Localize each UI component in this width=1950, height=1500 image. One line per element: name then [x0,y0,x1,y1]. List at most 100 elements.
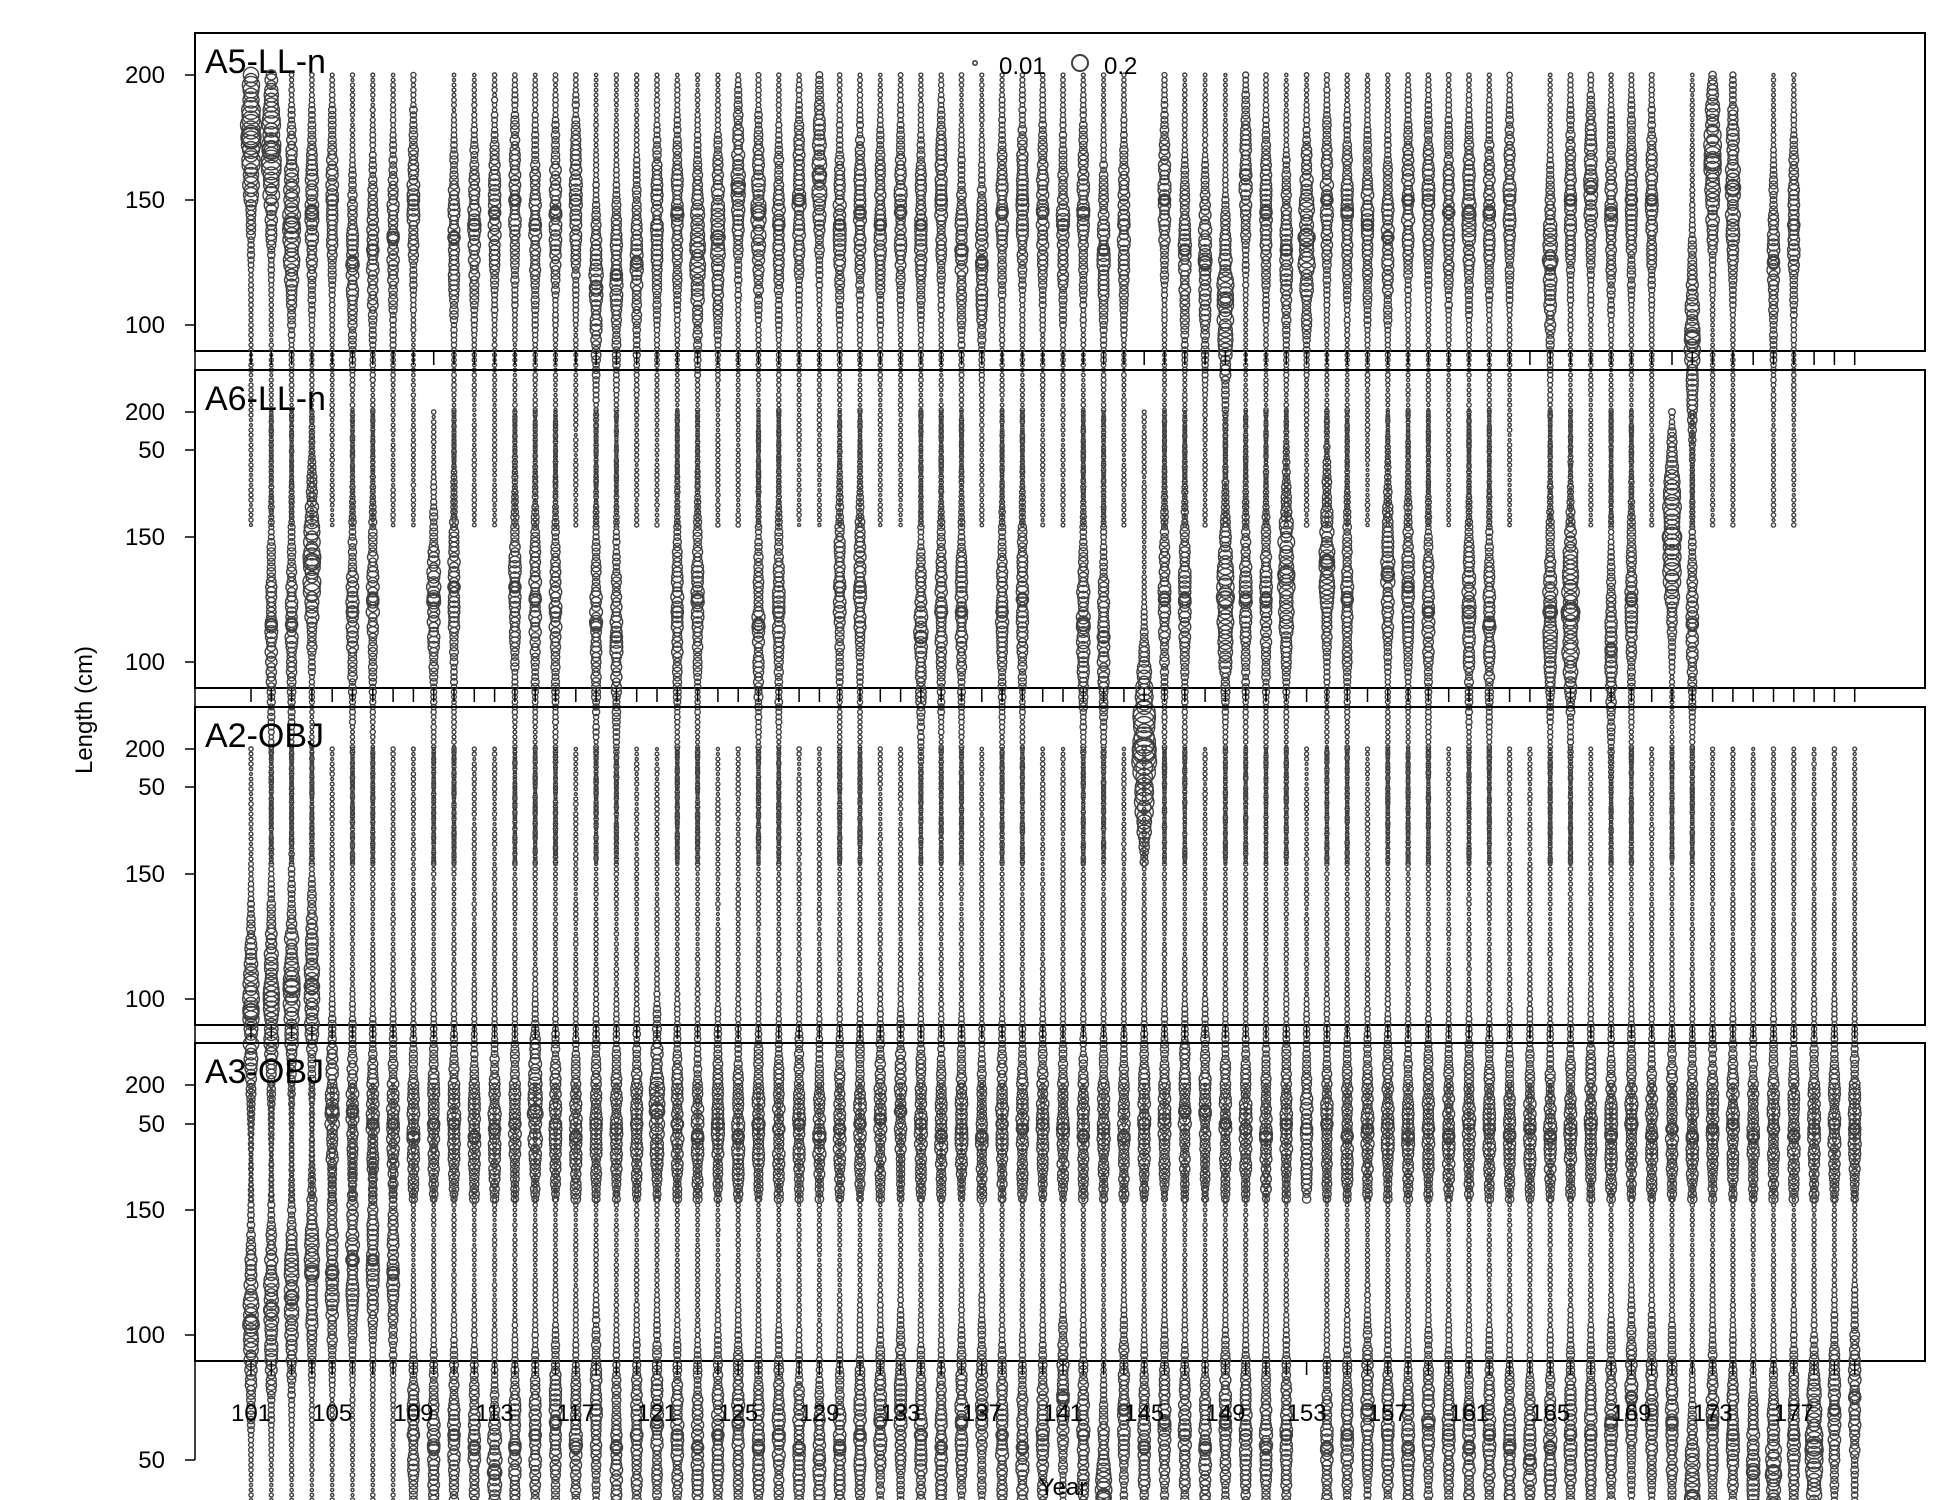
bubble [533,83,538,88]
bubble [899,488,903,492]
bubble [1203,433,1207,437]
bubble [533,373,537,377]
bubble [858,88,863,93]
bubble [472,498,476,502]
bubble [1264,328,1268,332]
bubble [574,413,578,417]
bubble [1223,103,1227,107]
bubble [716,93,720,97]
bubble-column [792,73,806,527]
bubble [716,428,719,431]
bubble [776,98,781,103]
bubble [472,98,476,102]
bubble [574,483,578,487]
bubble [412,423,416,427]
bubble [249,303,253,307]
bubble [1305,478,1309,482]
bubble [472,423,476,427]
bubble [1264,338,1268,342]
bubble [696,398,700,402]
bubble [1203,418,1206,421]
bubble [716,438,720,442]
bubble [1304,523,1308,527]
bubble [899,523,902,526]
bubble [898,338,902,342]
bubble [1203,128,1208,133]
bubble [656,499,659,502]
bubble [716,408,719,411]
bubble [675,92,680,97]
bubble [574,458,578,462]
bubble [351,103,355,107]
bubble [1244,403,1247,406]
bubble [736,473,740,477]
bubble [1346,388,1349,391]
bubble [716,488,719,491]
bubble [412,413,415,416]
bubble [919,73,923,77]
bubble [818,508,822,512]
bubble [919,388,923,392]
bubble [250,524,253,527]
bubble [1305,488,1309,492]
bubble [249,478,253,482]
bubble [696,103,700,107]
bubble [493,479,496,482]
bubble [879,403,882,406]
bubble [1021,373,1024,376]
bubble [736,383,740,387]
bubble [412,343,415,346]
bubble [493,488,497,492]
bubble [350,378,354,382]
bubble [675,338,679,342]
bubble [1203,428,1207,432]
bubble [250,504,253,507]
bubble [1305,83,1308,86]
bubble [1183,133,1187,137]
bubble [635,418,639,422]
bubble [1305,418,1309,422]
bubble [1041,493,1044,496]
bubble [1061,333,1065,337]
bubble [1366,418,1370,422]
bubble [635,483,639,487]
bubble [594,78,598,82]
bubble [1041,503,1045,507]
bubble [736,418,740,422]
bubble [798,474,801,477]
bubble [879,523,882,526]
bubble [1000,373,1004,377]
bubble [980,83,984,87]
bubble [1203,463,1207,467]
bubble [1324,318,1329,323]
bubble [412,403,416,407]
bubble [513,388,517,392]
bubble [513,313,518,318]
bubble [369,176,377,184]
bubble [655,88,660,93]
bubble [736,468,740,472]
bubble [1020,343,1024,347]
bubble [553,78,558,83]
bubble [895,239,907,251]
bubble [980,403,984,407]
bubble [1203,438,1207,442]
bubble [411,448,415,452]
bubble [1041,419,1044,422]
bubble [959,128,964,133]
bubble [655,393,659,397]
bubble [392,454,395,457]
bubble [1061,483,1065,487]
bubble [472,433,476,437]
bubble [1224,148,1228,152]
bubble [675,78,679,82]
bubble [391,88,395,92]
bubble [977,186,986,195]
bubble [655,383,658,386]
bubble [635,478,639,482]
bubble [331,423,334,426]
bubble [390,107,395,112]
bubble [350,93,354,97]
bubble [899,458,903,462]
bubble [1122,503,1126,507]
